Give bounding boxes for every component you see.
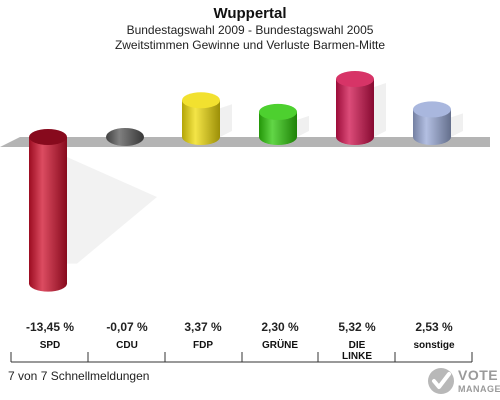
bar-spd bbox=[29, 129, 157, 292]
bar-shadow bbox=[451, 113, 463, 137]
logo-word-vote: VOTE bbox=[458, 367, 499, 383]
value-label: 2,30 % bbox=[261, 320, 299, 334]
value-label: 3,37 % bbox=[184, 320, 222, 334]
value-label: 5,32 % bbox=[338, 320, 376, 334]
bar-shadow bbox=[67, 157, 157, 264]
bar-grüne bbox=[259, 103, 309, 145]
chart-subtitle-election: Bundestagswahl 2009 - Bundestagswahl 200… bbox=[126, 23, 374, 37]
bar-bottom bbox=[29, 275, 67, 292]
chart-title: Wuppertal bbox=[213, 5, 287, 22]
bar-body bbox=[336, 79, 374, 137]
value-label: -0,07 % bbox=[106, 320, 148, 334]
category-label: FDP bbox=[193, 340, 213, 351]
category-label: sonstige bbox=[413, 340, 455, 351]
category-label: DIE bbox=[349, 340, 366, 351]
bar-cap bbox=[336, 71, 374, 88]
bar-shadow bbox=[374, 83, 386, 137]
reporting-status: 7 von 7 Schnellmeldungen bbox=[8, 369, 150, 383]
bar-shadow bbox=[297, 115, 309, 137]
logo-word-manager: MANAGER bbox=[458, 384, 500, 394]
category-label: GRÜNE bbox=[262, 338, 298, 351]
bar-cdu bbox=[106, 128, 144, 146]
value-label: 2,53 % bbox=[415, 320, 453, 334]
bar-die-linke bbox=[336, 71, 386, 145]
bar-fdp bbox=[182, 92, 232, 145]
bar-cap bbox=[413, 101, 451, 118]
bar-cap bbox=[182, 92, 220, 109]
category-label: LINKE bbox=[342, 351, 372, 362]
bar-cap bbox=[259, 103, 297, 120]
bar-body bbox=[29, 137, 67, 284]
bar-sonstige bbox=[413, 101, 463, 145]
vote-manager-logo: VOTE MANAGER bbox=[424, 364, 500, 400]
bar-cap bbox=[106, 128, 144, 146]
chart-subtitle-district: Zweitstimmen Gewinne und Verluste Barmen… bbox=[114, 38, 386, 52]
bar-base bbox=[413, 129, 451, 145]
bar-base bbox=[259, 129, 297, 145]
category-label: SPD bbox=[40, 340, 61, 351]
value-label: -13,45 % bbox=[26, 320, 74, 334]
bar-shadow bbox=[220, 104, 232, 137]
vote-manager-logo-icon bbox=[428, 368, 454, 394]
bar-base bbox=[182, 129, 220, 145]
bar-base bbox=[336, 129, 374, 145]
bar-cap bbox=[29, 129, 67, 145]
category-label: CDU bbox=[116, 340, 138, 351]
